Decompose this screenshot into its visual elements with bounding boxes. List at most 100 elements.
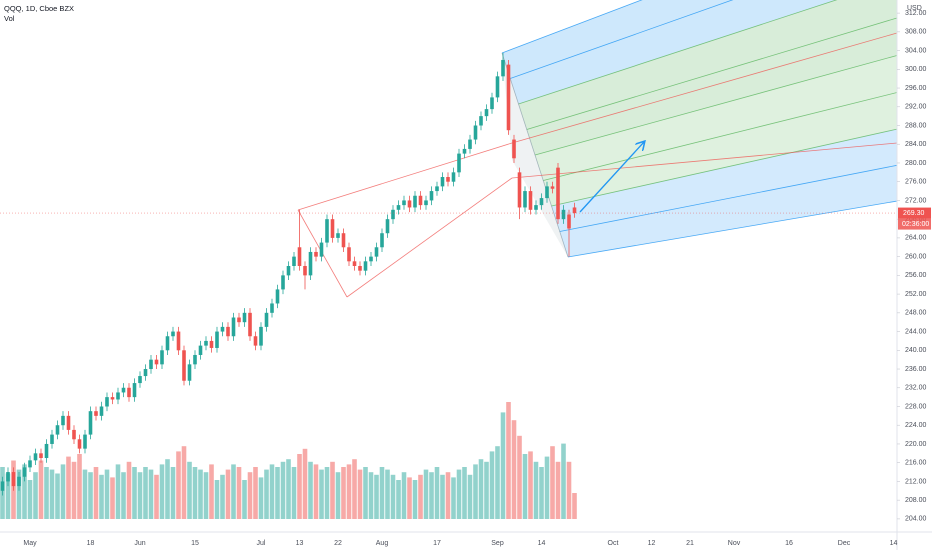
candle-body xyxy=(303,266,307,276)
red-fork-line xyxy=(511,32,897,144)
candle-body xyxy=(28,460,32,468)
candle-body xyxy=(226,326,230,337)
candle-body xyxy=(534,205,538,210)
fork-line xyxy=(543,92,897,181)
y-tick-label: 240.00 xyxy=(905,347,927,354)
candle-body xyxy=(517,172,522,208)
volume-label: Vol xyxy=(4,14,15,23)
candle-body xyxy=(33,453,38,461)
candle-body xyxy=(550,186,555,189)
x-tick-label: 17 xyxy=(433,540,441,547)
x-tick-label: Aug xyxy=(376,540,389,547)
volume-bar xyxy=(253,467,258,519)
volume-bar xyxy=(148,469,154,519)
volume-bar xyxy=(44,467,49,519)
volume-bar xyxy=(445,472,451,519)
volume-bar xyxy=(550,446,555,519)
volume-bar xyxy=(159,464,165,519)
volume-bar xyxy=(126,461,132,519)
volume-bar xyxy=(225,469,231,519)
candle-body xyxy=(556,167,560,220)
volume-bar xyxy=(484,461,489,519)
candle-body xyxy=(55,425,60,435)
x-tick-label: Nov xyxy=(728,540,741,547)
red-fork-line xyxy=(346,177,513,298)
fork-band xyxy=(502,0,837,104)
candle-body xyxy=(132,383,137,398)
last-price-box xyxy=(898,207,931,219)
volume-bar xyxy=(533,461,539,519)
volume-bar xyxy=(269,464,275,519)
volume-bar xyxy=(572,493,577,519)
drawings xyxy=(297,0,897,298)
candle-body xyxy=(121,387,126,393)
volume-bar xyxy=(341,467,346,519)
candle-body xyxy=(72,429,76,440)
candle-body xyxy=(369,256,373,262)
volume-bar xyxy=(313,464,319,519)
candle-body xyxy=(380,233,384,248)
volume-bar xyxy=(456,469,462,519)
volume-bar xyxy=(412,480,418,519)
candle-body xyxy=(116,392,120,400)
fork-line xyxy=(526,17,897,130)
candle-body xyxy=(451,172,456,182)
fork-base xyxy=(501,52,569,258)
y-tick-label: 272.00 xyxy=(905,197,927,204)
candle-body xyxy=(424,200,428,206)
y-tick-label: 288.00 xyxy=(905,122,927,129)
volume-bar xyxy=(170,467,176,519)
candle-body xyxy=(462,148,467,154)
candle-body xyxy=(347,247,351,262)
volume-bar xyxy=(286,459,291,519)
y-tick-label: 248.00 xyxy=(905,310,927,317)
volume-bar xyxy=(390,474,396,519)
volume-bar xyxy=(165,459,170,519)
candle-body xyxy=(11,472,16,487)
volume-bar xyxy=(319,469,324,519)
candle-body xyxy=(396,205,401,210)
y-tick-label: 296.00 xyxy=(905,85,927,92)
volume-bar xyxy=(462,467,467,519)
candle-body xyxy=(105,397,109,407)
candle-body xyxy=(22,467,27,477)
x-tick-label: 15 xyxy=(191,540,199,547)
candle-body xyxy=(171,331,175,337)
volume-bar xyxy=(110,477,115,519)
candle-body xyxy=(149,359,153,370)
candle-body xyxy=(99,406,104,416)
volume-bar xyxy=(181,446,187,519)
currency-label: USD xyxy=(907,5,922,12)
volume-bar xyxy=(77,454,82,519)
volume-bar xyxy=(566,461,572,519)
candle-body xyxy=(193,354,197,365)
volume-bar xyxy=(506,402,511,519)
candle-body xyxy=(512,139,516,159)
candle-body xyxy=(138,376,142,384)
volume-bar xyxy=(473,464,478,519)
candle-body xyxy=(446,177,450,182)
candle-body xyxy=(429,191,434,201)
candle-body xyxy=(50,434,54,444)
candle-body xyxy=(270,303,274,313)
candle-body xyxy=(479,116,483,126)
candle-body xyxy=(259,326,263,346)
x-tick-label: 18 xyxy=(87,540,95,547)
candle-body xyxy=(473,125,478,140)
volume-bar xyxy=(511,420,517,519)
volume-bar xyxy=(115,464,121,519)
fork-line xyxy=(567,200,897,258)
candle-body xyxy=(358,266,362,271)
candle-body xyxy=(363,261,368,271)
volume-bar xyxy=(104,469,110,519)
volume-bar xyxy=(467,474,473,519)
candle-body xyxy=(341,233,346,248)
volume-bar xyxy=(489,451,495,519)
volume-bar xyxy=(374,474,379,519)
candle-body xyxy=(325,219,329,243)
volume-bar xyxy=(495,446,500,519)
candle-body xyxy=(231,317,236,337)
candle-body xyxy=(336,233,340,238)
